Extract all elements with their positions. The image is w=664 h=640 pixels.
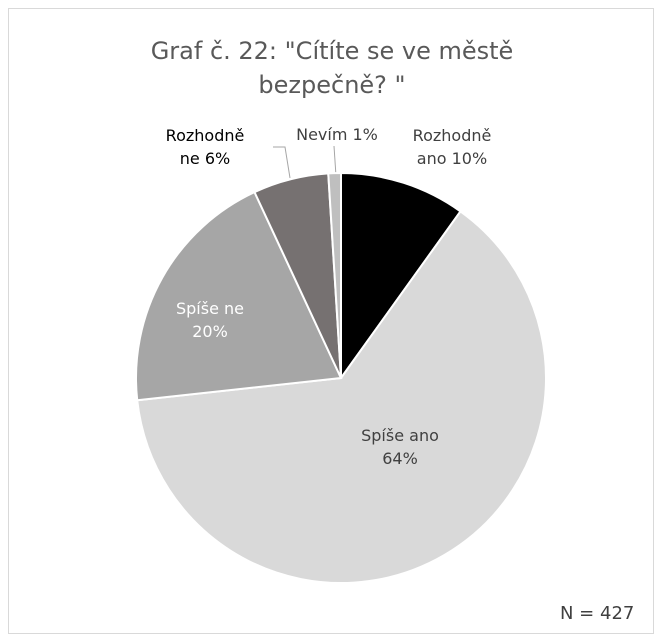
category-label: Spíše ano xyxy=(361,426,439,445)
pie-slice xyxy=(135,190,343,402)
leader-line xyxy=(333,145,337,177)
slice-label: Spíše ne 20% xyxy=(170,297,250,343)
slice-label: Rozhodně ano 10% xyxy=(404,124,500,170)
category-label: Rozhodně ano xyxy=(412,126,492,168)
pie-slice xyxy=(136,210,547,584)
annotation: N = 427 xyxy=(560,603,635,624)
pie-slice xyxy=(327,171,342,379)
category-label: Nevím xyxy=(296,124,348,144)
category-label: Rozhodně ne xyxy=(165,126,245,168)
chart-title: Graf č. 22: "Cítíte se ve městě bezpečně… xyxy=(150,37,514,99)
value-label: 64% xyxy=(382,449,418,468)
category-label: Spíše ne xyxy=(175,299,244,318)
pie-slice xyxy=(340,171,462,382)
value-label: 6% xyxy=(204,149,231,168)
value-label: 20% xyxy=(192,322,228,341)
slice-label: Rozhodně ne 6% xyxy=(160,124,250,170)
slice-label: Spíše ano 64% xyxy=(350,424,450,470)
leader-line xyxy=(273,146,291,179)
value-label: 1% xyxy=(352,124,378,144)
chart-frame xyxy=(8,8,654,634)
value-label: 10% xyxy=(451,149,488,168)
slice-label: Nevím 1% xyxy=(282,123,392,146)
